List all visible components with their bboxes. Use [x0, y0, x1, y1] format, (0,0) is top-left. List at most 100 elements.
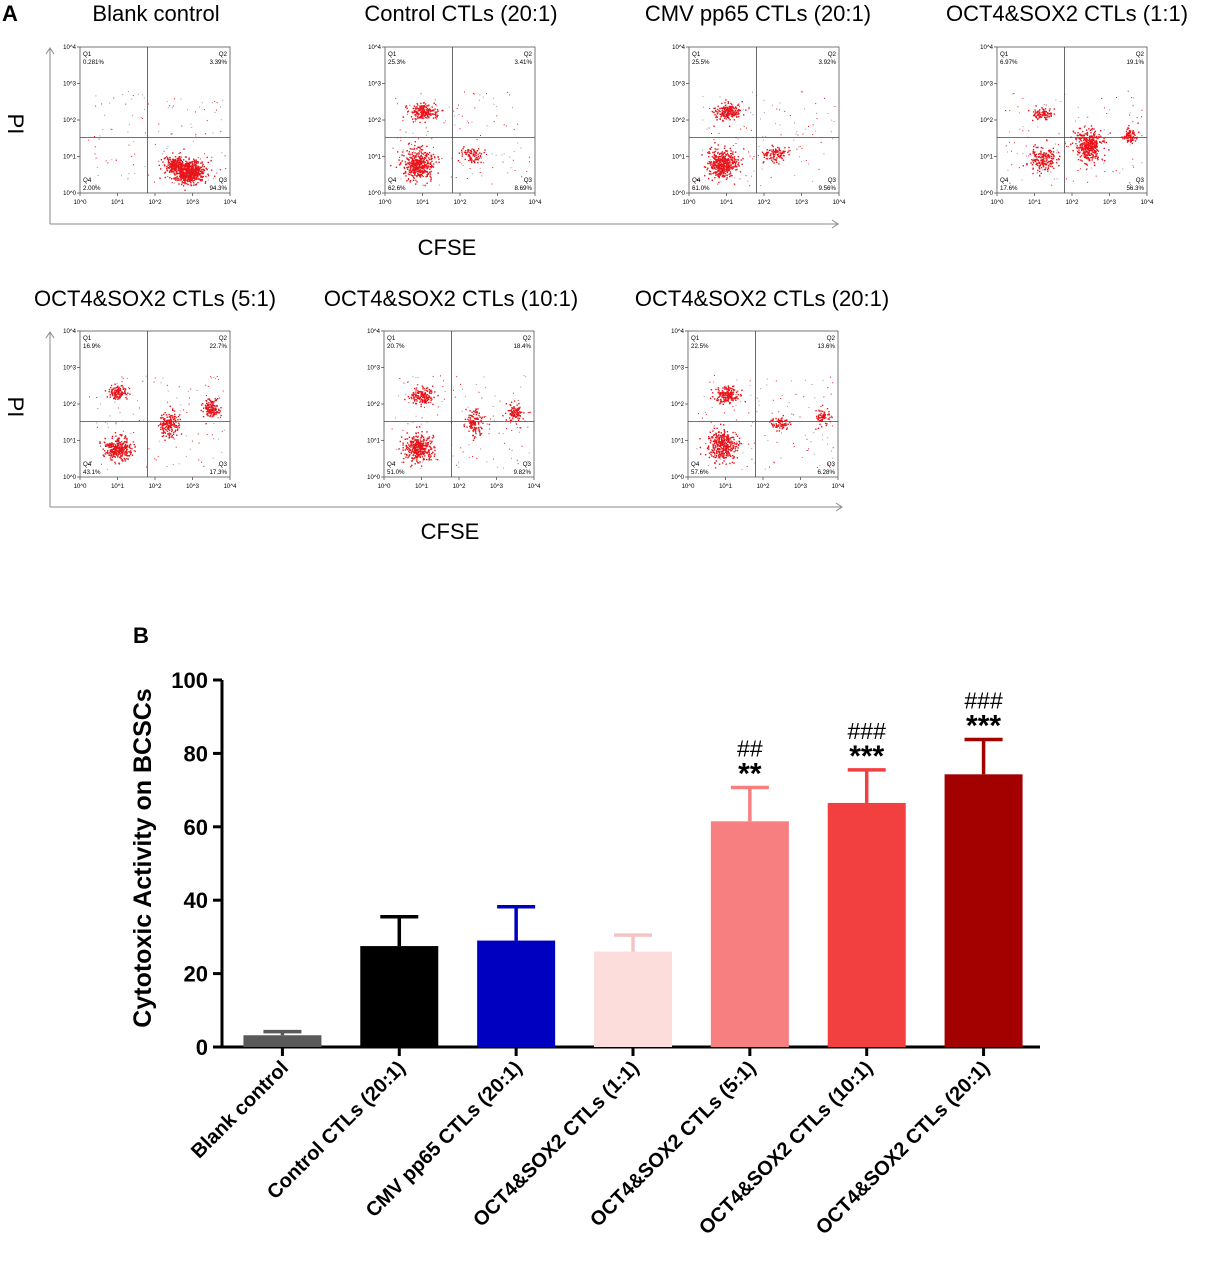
flow-y-tick-label: 10^2	[367, 402, 380, 408]
flow-dots	[88, 91, 227, 191]
flow-x-tick-label: 10^3	[1103, 200, 1116, 206]
flow-plot-title: OCT4&SOX2 CTLs (10:1)	[324, 286, 578, 311]
quadrant-value-q3: 56.3%	[1126, 185, 1144, 192]
quadrant-value-q1: 22.5%	[691, 343, 709, 350]
flow-y-tick-label: 10^4	[368, 45, 381, 51]
quadrant-value-q2: 22.7%	[209, 343, 227, 350]
flow-x-tick-label: 10^4	[832, 484, 845, 490]
x-tick-label: Blank control	[187, 1057, 293, 1163]
bar	[594, 951, 672, 1047]
flow-y-tick-label: 10^2	[368, 118, 381, 124]
flow-x-tick-label: 10^0	[683, 200, 696, 206]
quadrant-value-q2: 3.92%	[818, 59, 836, 66]
flow-plot-title: OCT4&SOX2 CTLs (1:1)	[946, 1, 1188, 26]
quadrant-value-q2: 13.6%	[817, 343, 835, 350]
quadrant-value-q1: 25.3%	[388, 59, 406, 66]
quadrant-label: Q3	[219, 461, 228, 468]
quadrant-value-q3: 17.3%	[209, 469, 227, 476]
bar-chart-ylabel: Cytotoxic Activity on BCSCs	[129, 688, 157, 1027]
flow-x-tick-label: 10^3	[490, 484, 503, 490]
flow-x-tick-label: 10^2	[757, 484, 770, 490]
flow-x-tick-label: 10^0	[991, 200, 1004, 206]
quadrant-value-q2: 3.41%	[514, 59, 532, 66]
quadrant-label: Q2	[219, 51, 228, 58]
flow-y-tick-label: 10^2	[63, 402, 76, 408]
flow-y-tick-label: 10^3	[367, 366, 380, 372]
panel-a-label: A	[2, 1, 18, 26]
flow-plot-title: CMV pp65 CTLs (20:1)	[645, 1, 871, 26]
quadrant-label: Q4	[83, 177, 92, 184]
y-tick-label: 100	[171, 668, 208, 693]
quadrant-label: Q3	[1136, 177, 1145, 184]
quadrant-value-q3: 6.28%	[817, 469, 835, 476]
quadrant-label: Q4	[83, 461, 92, 468]
flow-dots	[696, 90, 836, 187]
flow-x-tick-label: 10^4	[529, 200, 542, 206]
flow-y-tick-label: 10^2	[672, 118, 685, 124]
quadrant-label: Q1	[388, 51, 397, 58]
y-tick-label: 60	[184, 815, 208, 840]
quadrant-value-q1: 0.281%	[83, 59, 104, 66]
quadrant-label: Q1	[692, 51, 701, 58]
flow-x-tick-label: 10^4	[224, 484, 237, 490]
flow-y-tick-label: 10^3	[368, 82, 381, 88]
flow-y-tick-label: 10^3	[63, 366, 76, 372]
quadrant-label: Q1	[83, 51, 92, 58]
flow-x-tick-label: 10^4	[224, 200, 237, 206]
flow-x-tick-label: 10^2	[149, 200, 162, 206]
flow-x-tick-label: 10^3	[795, 200, 808, 206]
significance-hash: ###	[848, 718, 887, 744]
flow-x-tick-label: 10^3	[491, 200, 504, 206]
flow-x-tick-label: 10^3	[794, 484, 807, 490]
flow-y-tick-label: 10^1	[980, 155, 993, 161]
quadrant-label: Q4	[1000, 177, 1009, 184]
quadrant-value-q1: 20.7%	[387, 343, 405, 350]
quadrant-label: Q4	[387, 461, 396, 468]
flow-x-tick-label: 10^2	[149, 484, 162, 490]
flow-y-tick-label: 10^0	[63, 475, 76, 481]
flow-dots	[390, 91, 530, 187]
quadrant-label: Q4	[692, 177, 701, 184]
quadrant-value-q3: 8.69%	[514, 185, 532, 192]
flow-x-tick-label: 10^1	[111, 484, 124, 490]
quadrant-value-q3: 94.3%	[209, 185, 227, 192]
quadrant-value-q2: 19.1%	[1126, 59, 1144, 66]
panel-b-label: B	[133, 623, 149, 648]
flow-x-tick-label: 10^1	[415, 484, 428, 490]
flow-y-tick-label: 10^0	[367, 475, 380, 481]
flow-y-tick-label: 10^2	[671, 402, 684, 408]
significance-hash: ##	[737, 736, 763, 762]
flow-plot-title: Control CTLs (20:1)	[364, 1, 557, 26]
flow-plots: Q10.281%Q23.39%Q394.3%Q42.00%10^010^010^…	[63, 45, 1154, 490]
quadrant-label: Q1	[387, 335, 396, 342]
flow-x-tick-label: 10^0	[379, 200, 392, 206]
flow-x-tick-label: 10^0	[74, 200, 87, 206]
bar	[827, 802, 906, 1047]
flow-x-tick-label: 10^3	[186, 200, 199, 206]
flow-y-tick-label: 10^1	[367, 439, 380, 445]
quadrant-label: Q4	[691, 461, 700, 468]
flow-x-tick-label: 10^0	[378, 484, 391, 490]
flow-x-tick-label: 10^2	[454, 200, 467, 206]
bar	[710, 821, 789, 1047]
flow-plot-title: OCT4&SOX2 CTLs (5:1)	[34, 286, 276, 311]
flow-y-tick-label: 10^1	[672, 155, 685, 161]
quadrant-value-q2: 3.39%	[209, 59, 227, 66]
flow-x-tick-label: 10^1	[719, 484, 732, 490]
row2-outer-axes	[45, 331, 843, 512]
flow-y-tick-label: 10^1	[368, 155, 381, 161]
flow-plot-frame	[996, 46, 1148, 194]
quadrant-label: Q2	[828, 51, 837, 58]
bar	[944, 774, 1023, 1047]
flow-dots	[696, 374, 834, 470]
quadrant-value-q1: 25.5%	[692, 59, 710, 66]
significance-stars: ***	[849, 740, 884, 773]
quadrant-label: Q2	[219, 335, 228, 342]
